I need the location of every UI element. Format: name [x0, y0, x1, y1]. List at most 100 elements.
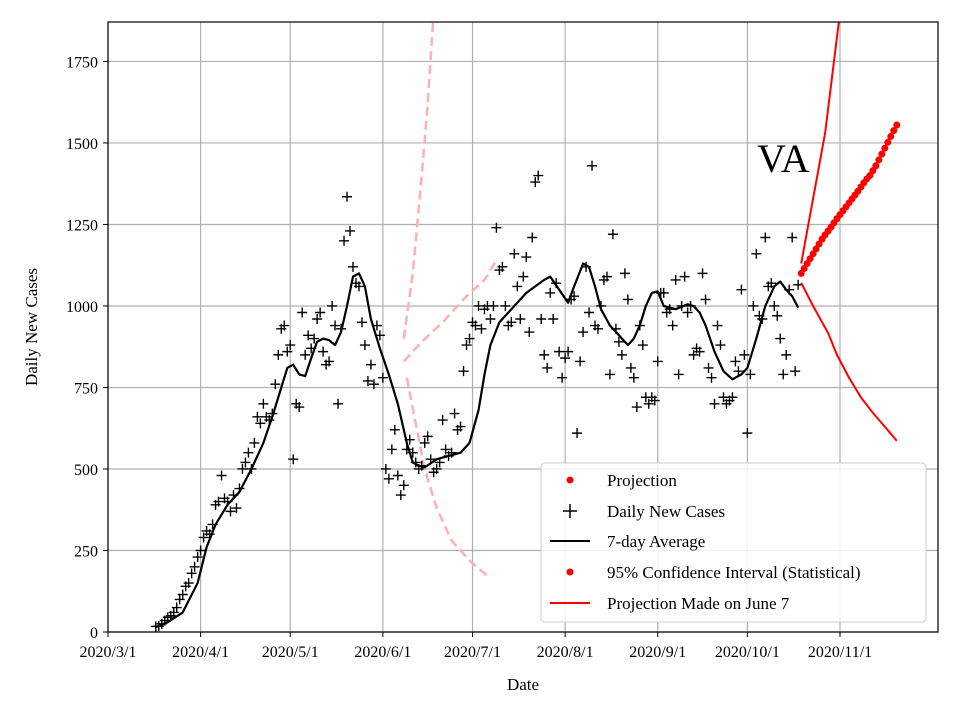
daily-case-point [548, 314, 559, 325]
daily-case-point [198, 532, 209, 543]
legend-average: 7-day Average [607, 532, 705, 551]
daily-case-point [787, 232, 798, 243]
x-tick-label: 2020/9/1 [629, 644, 686, 661]
plot-frame [107, 21, 939, 633]
daily-case-point [727, 392, 738, 403]
daily-case-point [171, 602, 182, 613]
june7-projection-lower-line [405, 377, 492, 580]
projection-point [887, 132, 895, 140]
daily-case-point [189, 561, 200, 572]
daily-case-point [769, 300, 780, 311]
daily-case-point [243, 447, 254, 458]
daily-case-point [622, 294, 633, 305]
daily-case-point [572, 428, 583, 439]
daily-case-point [760, 232, 771, 243]
daily-case-point [694, 346, 705, 357]
daily-case-point [255, 418, 266, 429]
daily-case-point [342, 191, 353, 202]
ci-lower-line [800, 282, 898, 442]
daily-case-point [395, 490, 406, 501]
y-axis-label: Daily New Cases [22, 268, 41, 386]
daily-case-point [539, 349, 550, 360]
daily-case-point [377, 372, 388, 383]
legend-ci: 95% Confidence Interval (Statistical) [607, 563, 861, 582]
legend-june7: Projection Made on June 7 [607, 594, 790, 613]
daily-case-point [422, 431, 433, 442]
daily-case-point [464, 333, 475, 344]
projection-point [893, 121, 901, 129]
daily-case-point [470, 320, 481, 331]
projection-point [875, 156, 883, 164]
daily-case-point [347, 261, 358, 272]
legend-projection: Projection [607, 471, 677, 490]
daily-case-point [362, 375, 373, 386]
daily-case-point [557, 372, 568, 383]
y-tick-label: 1250 [66, 217, 98, 234]
june7-projection-upper-line [402, 22, 435, 339]
daily-case-point [491, 222, 502, 233]
projection-point [884, 138, 892, 146]
daily-case-point [524, 327, 535, 338]
daily-case-point [533, 170, 544, 181]
x-tick-label: 2020/5/1 [262, 644, 319, 661]
daily-case-point [327, 300, 338, 311]
daily-case-point [383, 473, 394, 484]
x-tick-label: 2020/11/1 [808, 644, 872, 661]
x-axis-label: Date [507, 675, 539, 694]
daily-case-point [300, 349, 311, 360]
daily-case-point [509, 248, 520, 259]
june7-projection-middle-line [402, 259, 498, 363]
legend-box [540, 462, 927, 623]
daily-case-point [679, 271, 690, 282]
daily-case-point [458, 366, 469, 377]
daily-case-point [500, 300, 511, 311]
daily-case-point [324, 356, 335, 367]
daily-case-point [437, 415, 448, 426]
daily-case-point [592, 323, 603, 334]
daily-case-point [476, 323, 487, 334]
x-tick-label: 2020/6/1 [354, 644, 411, 661]
daily-case-point [515, 314, 526, 325]
daily-case-point [706, 372, 717, 383]
daily-case-point [766, 278, 777, 289]
daily-case-point [775, 333, 786, 344]
daily-case-point [339, 235, 350, 246]
daily-case-point [195, 545, 206, 556]
projection-point [881, 144, 889, 152]
daily-case-point [739, 349, 750, 360]
daily-case-point [560, 353, 571, 364]
daily-case-point [294, 402, 305, 413]
daily-case-point [365, 359, 376, 370]
daily-case-point [673, 369, 684, 380]
daily-case-point [730, 356, 741, 367]
daily-case-point [587, 160, 598, 171]
daily-case-point [772, 310, 783, 321]
daily-case-point [518, 271, 529, 282]
y-tick-label: 1750 [66, 54, 98, 71]
daily-case-point [288, 454, 299, 465]
projection-point [890, 127, 898, 135]
daily-case-point [431, 463, 442, 474]
legend: Projection Daily New Cases 7-day Average… [540, 462, 927, 623]
daily-case-point [192, 552, 203, 563]
daily-case-point [751, 248, 762, 259]
daily-case-point [742, 428, 753, 439]
daily-case-point [682, 307, 693, 318]
daily-case-point [527, 232, 538, 243]
daily-case-point [273, 349, 284, 360]
daily-case-point [619, 268, 630, 279]
daily-case-point [601, 271, 612, 282]
daily-case-point [315, 307, 326, 318]
daily-case-point [563, 346, 574, 357]
axis-ticks: 2020/3/1 2020/4/1 2020/5/1 2020/6/1 2020/7/1… [66, 54, 872, 661]
daily-case-point [345, 225, 356, 236]
daily-case-point [312, 314, 323, 325]
daily-case-point [258, 398, 269, 409]
daily-case-point [607, 229, 618, 240]
legend-ci-marker [566, 568, 574, 576]
daily-case-point [398, 480, 409, 491]
y-tick-label: 250 [74, 543, 98, 560]
legend-daily-marker [563, 504, 577, 518]
daily-case-point [380, 463, 391, 474]
